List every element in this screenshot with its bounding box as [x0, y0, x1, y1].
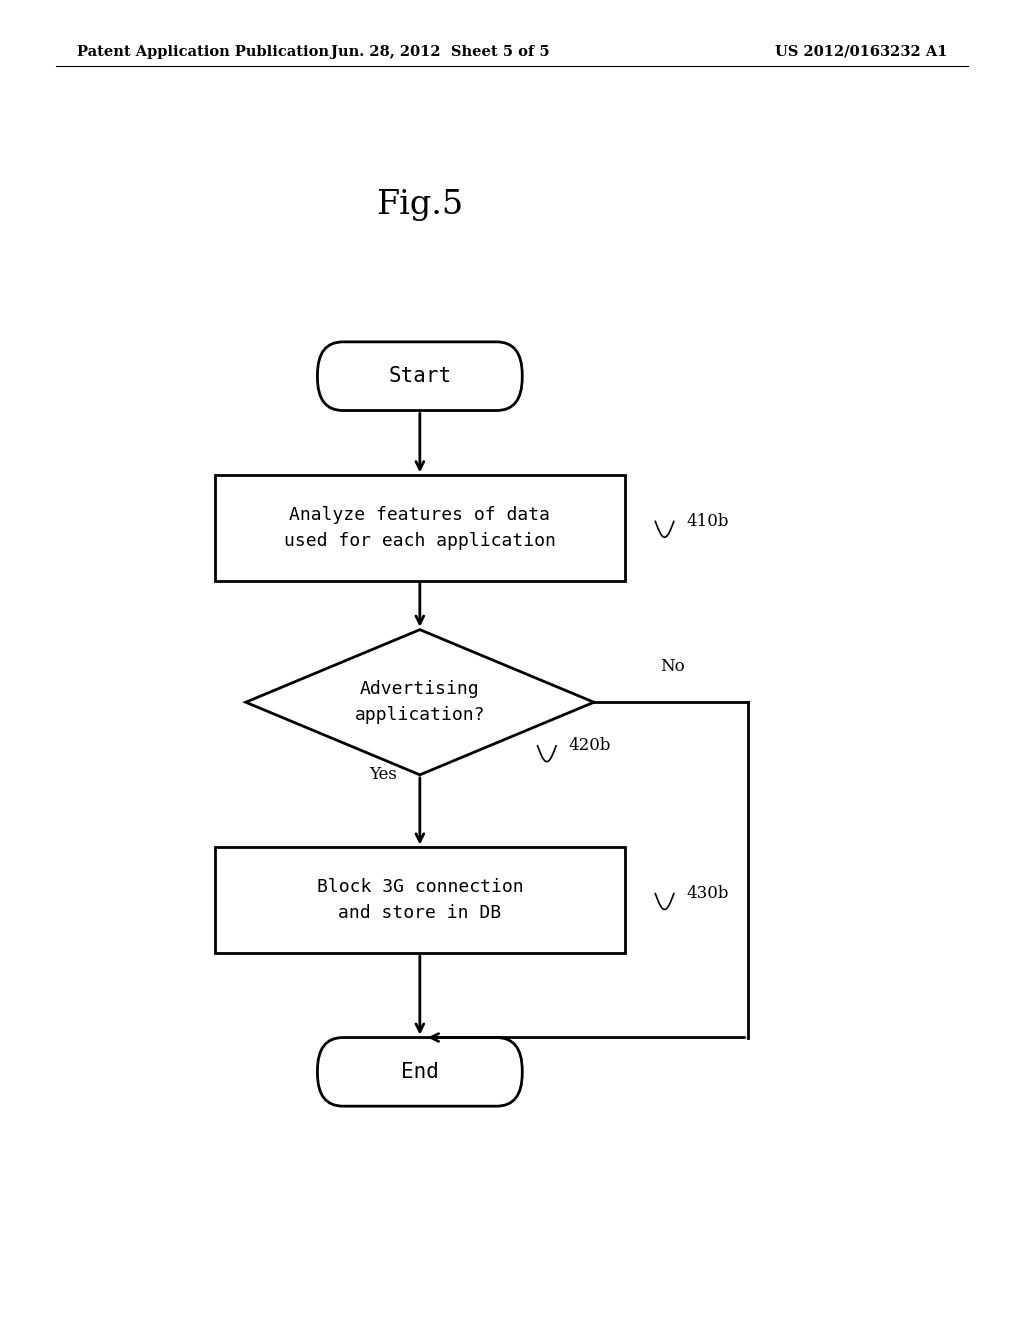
Text: 410b: 410b	[686, 513, 729, 529]
Bar	[215, 475, 625, 581]
Text: Patent Application Publication: Patent Application Publication	[77, 45, 329, 59]
Text: Analyze features of data
used for each application: Analyze features of data used for each a…	[284, 506, 556, 550]
Text: Fig.5: Fig.5	[376, 189, 464, 220]
FancyBboxPatch shape	[317, 342, 522, 411]
FancyBboxPatch shape	[317, 1038, 522, 1106]
Bar	[215, 847, 625, 953]
Text: 430b: 430b	[686, 886, 729, 902]
Text: Jun. 28, 2012  Sheet 5 of 5: Jun. 28, 2012 Sheet 5 of 5	[331, 45, 550, 59]
Text: Yes: Yes	[369, 767, 396, 783]
Text: Start: Start	[388, 366, 452, 387]
Text: 420b: 420b	[568, 738, 611, 754]
Text: End: End	[401, 1061, 438, 1082]
Text: Block 3G connection
and store in DB: Block 3G connection and store in DB	[316, 878, 523, 923]
Text: Advertising
application?: Advertising application?	[354, 680, 485, 725]
Text: No: No	[660, 659, 685, 675]
Text: US 2012/0163232 A1: US 2012/0163232 A1	[775, 45, 947, 59]
Polygon shape	[246, 630, 594, 775]
